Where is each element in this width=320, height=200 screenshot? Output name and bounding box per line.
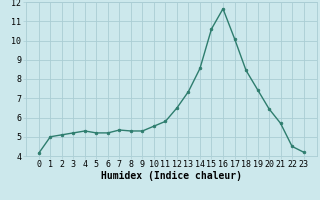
X-axis label: Humidex (Indice chaleur): Humidex (Indice chaleur) xyxy=(101,171,242,181)
